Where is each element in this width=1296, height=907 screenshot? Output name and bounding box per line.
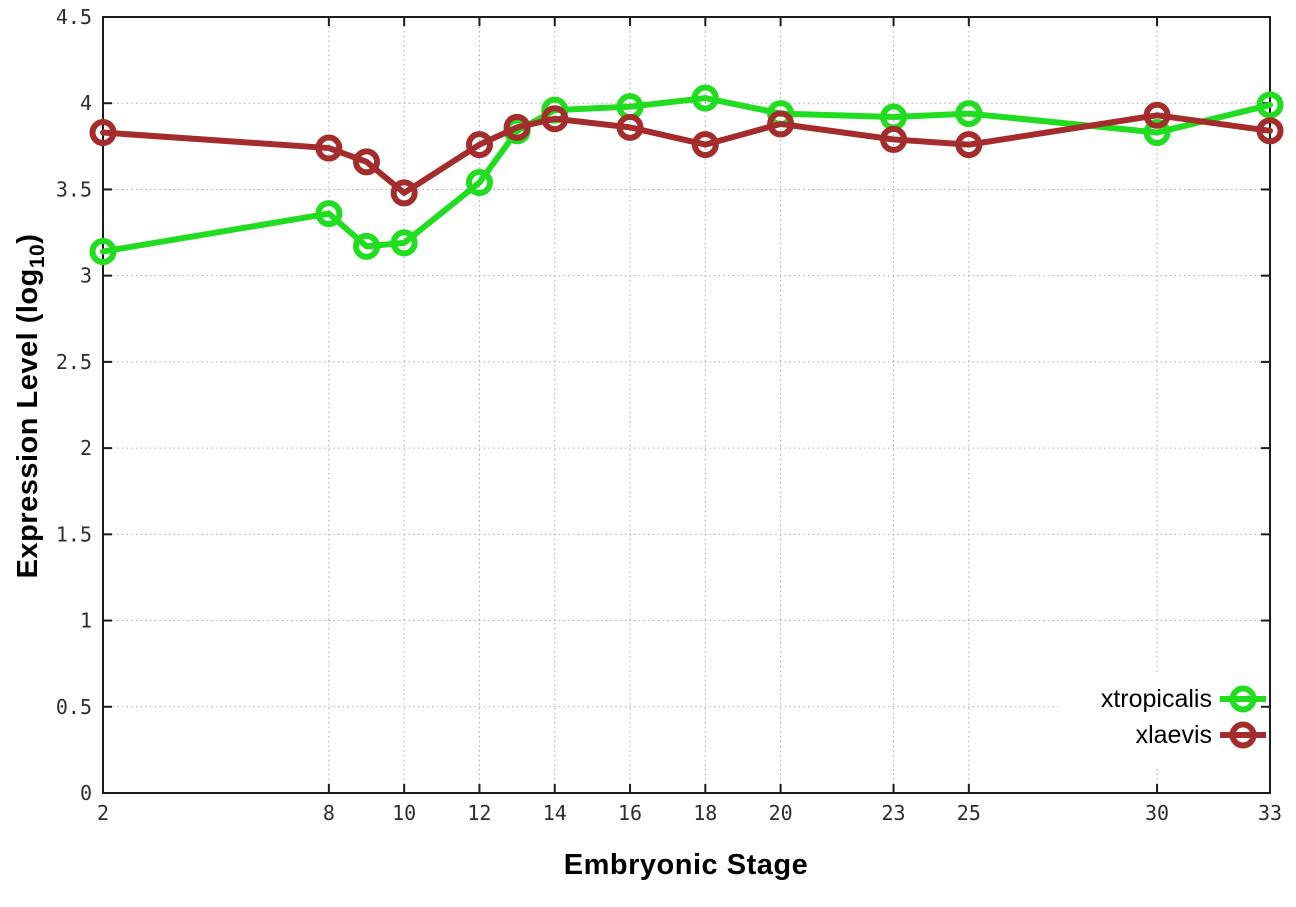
y-tick-label: 0.5 xyxy=(56,695,92,719)
y-axis-title: Expression Level (log10) xyxy=(5,6,51,806)
data-point-xtropicalis xyxy=(465,169,493,197)
y-axis-title-suffix: ) xyxy=(12,233,44,244)
legend-sample-marker-xlaevis xyxy=(1229,721,1257,749)
data-point-xlaevis xyxy=(616,113,644,141)
data-point-xlaevis xyxy=(1143,101,1171,129)
x-tick-label: 25 xyxy=(957,801,981,825)
y-tick-label: 4 xyxy=(80,91,92,115)
data-point-xlaevis xyxy=(1256,117,1284,145)
x-tick-label: 14 xyxy=(543,801,567,825)
x-axis-title: Embryonic Stage xyxy=(563,849,809,881)
data-point-xlaevis xyxy=(541,105,569,133)
x-tick-label: 20 xyxy=(769,801,793,825)
x-tick-label: 10 xyxy=(392,801,416,825)
y-axis-title-text: Expression Level (log xyxy=(12,268,44,579)
data-point-xlaevis xyxy=(89,119,117,147)
legend: xtropicalis xlaevis xyxy=(1101,685,1266,749)
x-tick-label: 18 xyxy=(693,801,717,825)
x-tick-label: 33 xyxy=(1258,801,1282,825)
data-point-xtropicalis xyxy=(1143,119,1171,147)
data-point-xtropicalis xyxy=(1256,91,1284,119)
data-point-xlaevis xyxy=(465,131,493,159)
data-point-xtropicalis xyxy=(89,238,117,266)
data-point-xlaevis xyxy=(691,131,719,159)
series-line-xlaevis xyxy=(100,112,1273,196)
data-point-xlaevis xyxy=(880,125,908,153)
y-tick-label: 2.5 xyxy=(56,350,92,374)
data-point-xtropicalis xyxy=(315,200,343,228)
y-tick-label: 4.5 xyxy=(56,5,92,29)
series-line-xtropicalis xyxy=(100,95,1273,255)
data-point-xlaevis xyxy=(503,113,531,141)
data-point-xtropicalis xyxy=(353,232,381,260)
x-tick-label: 16 xyxy=(618,801,642,825)
data-point-xlaevis xyxy=(390,179,418,207)
x-tick-label: 30 xyxy=(1145,801,1169,825)
data-point-xlaevis xyxy=(767,110,795,138)
legend-label-xlaevis: xlaevis xyxy=(1136,721,1212,749)
legend-label-xtropicalis: xtropicalis xyxy=(1101,685,1212,713)
legend-sample-marker-xtropicalis xyxy=(1229,685,1257,713)
y-tick-label: 3.5 xyxy=(56,177,92,201)
legend-mask-layer xyxy=(1058,674,1267,768)
y-axis-title-subscript: 10 xyxy=(26,243,49,269)
y-tick-label: 1.5 xyxy=(56,522,92,546)
y-tick-label: 2 xyxy=(80,436,92,460)
x-tick-label: 8 xyxy=(323,801,335,825)
x-tick-label: 23 xyxy=(882,801,906,825)
legend-background xyxy=(1058,674,1267,768)
data-point-xtropicalis xyxy=(691,84,719,112)
y-tick-label: 3 xyxy=(80,264,92,288)
data-point-xlaevis xyxy=(955,131,983,159)
data-point-xtropicalis xyxy=(390,229,418,257)
x-tick-label: 2 xyxy=(97,801,109,825)
data-point-xlaevis xyxy=(315,134,343,162)
data-point-xtropicalis xyxy=(955,100,983,128)
series-layer xyxy=(89,84,1284,266)
x-tick-label: 12 xyxy=(467,801,491,825)
data-point-xlaevis xyxy=(353,148,381,176)
y-tick-label: 0 xyxy=(80,781,92,805)
axes-layer: 2 8 10 12 14 16 18 20 23 25 30 33 0 0.5 1 1.5 2 2.5 3 3.5 4 4… xyxy=(56,5,1282,825)
plot-border xyxy=(102,16,1271,794)
y-tick-label: 1 xyxy=(80,609,92,633)
